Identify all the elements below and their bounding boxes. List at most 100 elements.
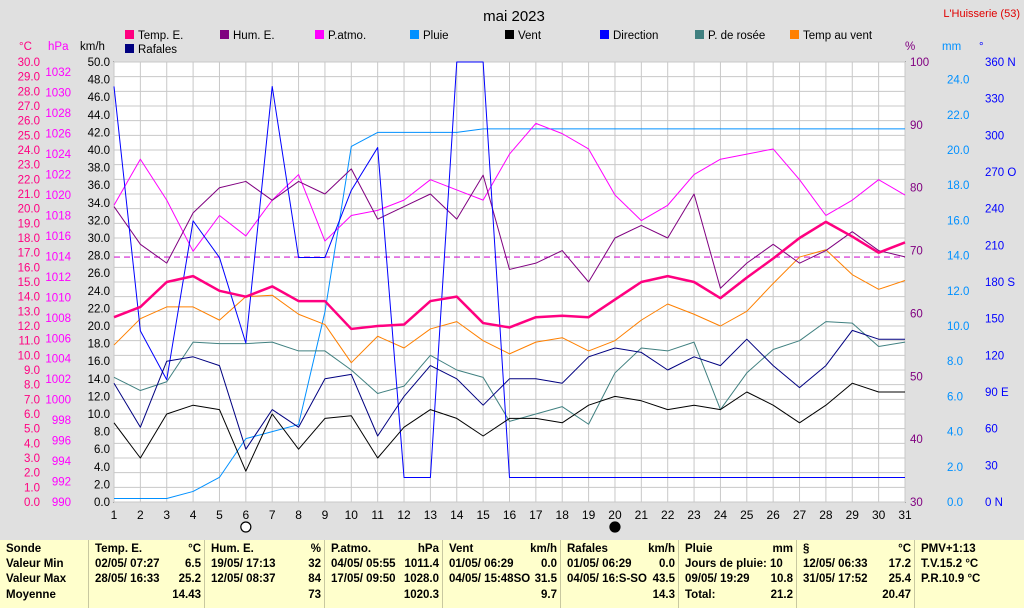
humidity-unit-label: % xyxy=(905,41,915,53)
summary-vent-max-date: 04/05/ 15:48SO xyxy=(449,573,531,585)
axis-unit-labels: °C hPa km/h% mm ° xyxy=(19,41,984,53)
rain-tick: 10.0 xyxy=(947,321,969,333)
series-line-pluie xyxy=(114,128,905,499)
x-tick-label: 7 xyxy=(269,508,276,522)
x-tick-label: 9 xyxy=(322,508,329,522)
summary-hum-max: 84 xyxy=(308,573,321,585)
humidity-tick: 70 xyxy=(910,246,923,258)
pressure-tick: 1006 xyxy=(45,333,71,345)
wind-tick: 14.0 xyxy=(88,374,110,386)
wind-tick: 48.0 xyxy=(88,75,110,87)
wind-tick: 30.0 xyxy=(88,233,110,245)
summary-temp-min: 6.5 xyxy=(185,558,201,570)
chart-title: mai 2023 xyxy=(483,8,545,25)
legend-label: Temp au vent xyxy=(803,30,873,42)
rain-tick: 22.0 xyxy=(947,110,969,122)
summary-sonde-label: Sonde xyxy=(6,543,42,555)
x-tick-label: 4 xyxy=(190,508,197,522)
summary-col-vent: Vent km/h 01/05/ 06:29 0.0 04/05/ 15:48SO 3… xyxy=(442,540,561,608)
series-line-hum-e xyxy=(113,168,906,289)
temp-tick: 18.0 xyxy=(18,233,40,245)
rain-unit-label: mm xyxy=(942,41,961,53)
summary-col-hum: Hum. E.% 19/05/ 17:13 32 12/05/ 08:37 84 7… xyxy=(204,540,325,608)
direction-tick: 240 xyxy=(985,204,1004,216)
legend-swatch xyxy=(790,30,799,39)
temp-tick: 23.0 xyxy=(18,160,40,172)
legend-label: Rafales xyxy=(138,44,177,56)
temp-unit-label: °C xyxy=(19,41,32,53)
wind-tick: 28.0 xyxy=(88,251,110,263)
summary-rafales-max: 43.5 xyxy=(652,573,675,585)
summary-vent-min-date: 01/05/ 06:29 xyxy=(449,558,514,570)
legend-swatch xyxy=(410,30,419,39)
summary-dew-max: 25.4 xyxy=(888,573,911,585)
temp-tick: 12.0 xyxy=(18,321,40,333)
moon-markers xyxy=(240,521,621,533)
series-line-vent xyxy=(113,382,905,472)
pressure-tick: 996 xyxy=(52,436,71,448)
summary-pluie-max-date: 09/05/ 19:29 xyxy=(685,573,750,585)
temp-tick: 28.0 xyxy=(18,86,40,98)
summary-pluie-rain-days: Jours de pluie: 10 xyxy=(685,558,783,570)
temp-tick: 5.0 xyxy=(24,424,40,436)
direction-tick: 360 N xyxy=(985,57,1016,69)
summary-dew-header: § xyxy=(803,543,810,555)
temp-tick: 29.0 xyxy=(18,72,40,84)
x-tick-label: 29 xyxy=(846,508,860,522)
x-tick-label: 5 xyxy=(216,508,223,522)
wind-tick: 32.0 xyxy=(88,215,110,227)
legend-swatch xyxy=(315,30,324,39)
pressure-tick: 994 xyxy=(52,456,72,468)
summary-col-patmo: P.atmo. hPa 04/05/ 05:55 1011.4 17/05/ 09:… xyxy=(324,540,443,608)
temp-tick: 8.0 xyxy=(24,380,40,392)
summary-vent-header: Vent xyxy=(449,543,474,555)
pressure-tick: 1008 xyxy=(45,313,71,325)
temp-tick: 4.0 xyxy=(24,438,40,450)
summary-temp-max: 25.2 xyxy=(178,573,201,585)
x-tick-label: 19 xyxy=(582,508,596,522)
humidity-tick: 30 xyxy=(910,497,923,509)
summary-pluie-unit: mm xyxy=(772,543,793,555)
wind-tick: 44.0 xyxy=(88,110,110,122)
rain-tick: 6.0 xyxy=(947,391,963,403)
summary-rafales-min: 0.0 xyxy=(659,558,675,570)
wind-tick: 10.0 xyxy=(88,409,110,421)
temp-tick: 9.0 xyxy=(24,365,40,377)
x-tick-label: 13 xyxy=(424,508,438,522)
temp-tick: 21.0 xyxy=(18,189,40,201)
humidity-tick: 40 xyxy=(910,434,923,446)
rain-tick: 4.0 xyxy=(947,427,963,439)
summary-temp-header: Temp. E. xyxy=(95,543,143,555)
summary-pmv-pr: P.R.10.9 °C xyxy=(921,573,981,585)
summary-pmv-tv: T.V.15.2 °C xyxy=(921,558,979,570)
summary-rafales-avg: 14.3 xyxy=(652,589,675,601)
temp-tick: 13.0 xyxy=(18,306,40,318)
wind-tick: 8.0 xyxy=(94,427,110,439)
summary-max-label: Valeur Max xyxy=(6,573,67,585)
series-line-temp-e xyxy=(113,220,906,331)
humidity-tick: 80 xyxy=(910,183,923,195)
legend-label: Temp. E. xyxy=(138,30,183,42)
summary-temp-min-date: 02/05/ 07:27 xyxy=(95,558,160,570)
pressure-tick: 1030 xyxy=(45,88,71,100)
humidity-tick: 60 xyxy=(910,308,923,320)
summary-col-pluie: Pluie mm Jours de pluie: 10 09/05/ 19:29 1… xyxy=(678,540,797,608)
legend-swatch xyxy=(505,30,514,39)
direction-tick: 180 S xyxy=(985,277,1015,289)
temp-tick: 25.0 xyxy=(18,130,40,142)
humidity-tick: 50 xyxy=(910,371,923,383)
summary-vent-unit: km/h xyxy=(530,543,557,555)
summary-table: Sonde Valeur Min Valeur Max Moyenne Temp… xyxy=(0,540,1024,608)
summary-patmo-unit: hPa xyxy=(417,543,439,555)
temp-tick: 0.0 xyxy=(24,497,40,509)
pressure-tick: 990 xyxy=(52,497,71,509)
x-tick-label: 12 xyxy=(397,508,411,522)
summary-rafales-header: Rafales xyxy=(567,543,608,555)
x-tick-label: 3 xyxy=(163,508,170,522)
wind-tick: 26.0 xyxy=(88,268,110,280)
x-tick-label: 23 xyxy=(687,508,701,522)
wind-tick: 0.0 xyxy=(94,497,110,509)
x-tick-label: 11 xyxy=(371,508,384,522)
legend-label: Vent xyxy=(518,30,542,42)
temp-tick: 15.0 xyxy=(18,277,40,289)
